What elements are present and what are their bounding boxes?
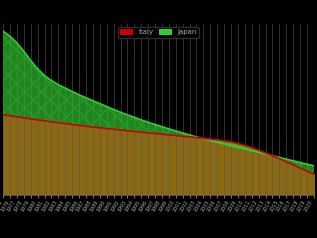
Legend: Italy, Japan: Italy, Japan [118,27,199,38]
